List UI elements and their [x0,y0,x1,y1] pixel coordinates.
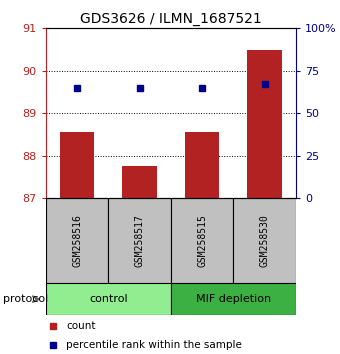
Text: MIF depletion: MIF depletion [196,294,271,304]
Text: GSM258515: GSM258515 [197,214,207,267]
Text: GSM258530: GSM258530 [259,214,270,267]
Bar [248,50,282,198]
Text: GSM258516: GSM258516 [72,214,82,267]
Bar [122,166,157,198]
Text: protocol: protocol [3,294,49,304]
Bar [171,198,233,283]
Text: control: control [89,294,128,304]
Text: percentile rank within the sample: percentile rank within the sample [66,341,242,350]
Text: count: count [66,321,96,331]
Text: GSM258517: GSM258517 [135,214,144,267]
Bar [46,198,108,283]
Bar [46,283,171,315]
Title: GDS3626 / ILMN_1687521: GDS3626 / ILMN_1687521 [80,12,262,26]
Bar [60,132,94,198]
Bar [185,132,219,198]
Bar [233,198,296,283]
Bar [108,198,171,283]
Bar [171,283,296,315]
